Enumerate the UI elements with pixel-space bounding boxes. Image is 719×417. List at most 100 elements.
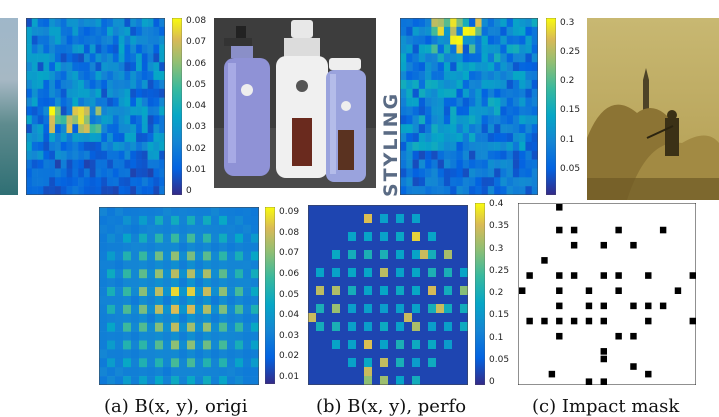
heatmap-cell — [130, 133, 137, 143]
heatmap-cell — [130, 88, 137, 98]
mask-cell — [600, 241, 607, 249]
heatmap-cell — [123, 251, 132, 261]
colorbar-tick-label: 0.3 — [489, 243, 504, 254]
heatmap-cell — [462, 97, 470, 107]
heatmap-cell — [118, 26, 125, 36]
heatmap-cell — [372, 268, 381, 278]
heatmap-cell — [147, 159, 154, 169]
heatmap-cell — [78, 115, 85, 125]
heatmap-cell — [54, 168, 62, 178]
heatmap-cell — [171, 242, 180, 252]
heatmap-cell — [141, 186, 148, 195]
heatmap-cell — [481, 150, 489, 160]
heatmap-cell — [380, 241, 389, 251]
heatmap-cell — [219, 358, 228, 368]
heatmap-cell — [66, 79, 73, 90]
colorbar-tick-label: 0.04 — [186, 101, 207, 111]
heatmap-cell — [72, 18, 79, 28]
heatmap-cell — [195, 349, 204, 359]
heatmap-cell — [519, 53, 526, 63]
heatmap-cell — [380, 367, 389, 377]
heatmap-cell — [308, 304, 317, 314]
heatmap-cell — [227, 251, 236, 261]
heatmap-cell — [251, 349, 259, 359]
heatmap-cell — [124, 124, 131, 134]
heatmap-cell — [72, 26, 79, 36]
heatmap-cell — [219, 313, 228, 323]
heatmap-cell — [163, 224, 172, 234]
heatmap-cell — [356, 277, 365, 287]
heatmap-cell — [147, 106, 154, 116]
heatmap-cell — [481, 88, 489, 98]
heatmap-cell — [243, 349, 252, 359]
heatmap-cell — [481, 186, 489, 195]
heatmap-cell — [340, 367, 349, 377]
heatmap-cell — [400, 115, 407, 125]
heatmap-cell — [406, 62, 413, 72]
heatmap-cell — [141, 62, 148, 72]
heatmap-cell — [340, 259, 349, 269]
mask-cell — [600, 272, 607, 279]
heatmap-cell — [340, 304, 349, 314]
heatmap-cell — [66, 35, 73, 45]
heatmap-cell — [49, 115, 56, 125]
heatmap-cell — [418, 150, 426, 160]
heatmap-cell — [95, 18, 102, 28]
heatmap-cell — [372, 376, 381, 385]
heatmap-cell — [124, 150, 131, 160]
heatmap-cell — [139, 215, 148, 226]
heatmap-cell — [195, 278, 204, 288]
heatmap-cell — [147, 269, 156, 279]
heatmap-cell — [531, 79, 538, 90]
heatmap-cell — [139, 278, 148, 288]
heatmap-cell — [130, 53, 137, 63]
heatmap-cell — [380, 295, 389, 305]
heatmap-cell — [72, 159, 79, 169]
heatmap-cell — [153, 106, 160, 116]
heatmap-cell — [60, 53, 67, 63]
heatmap-cell — [163, 215, 172, 226]
heatmap-cell — [163, 269, 172, 279]
heatmap-cell — [412, 205, 421, 215]
heatmap-cell — [420, 358, 429, 368]
heatmap-cell — [66, 124, 73, 134]
heatmap-cell — [475, 115, 482, 125]
heatmap-cell — [43, 53, 50, 63]
heatmap-cell — [443, 88, 451, 98]
heatmap-cell — [99, 349, 108, 359]
heatmap-cell — [400, 150, 407, 160]
heatmap-cell — [115, 340, 124, 350]
heatmap-cell — [83, 18, 91, 28]
heatmap-cell — [356, 268, 365, 278]
heatmap-cell — [469, 159, 476, 169]
heatmap-cell — [475, 35, 482, 45]
heatmap-cell — [396, 340, 405, 350]
heatmap-cell — [437, 79, 445, 90]
heatmap-cell — [187, 269, 196, 279]
hay-field-photo — [587, 18, 719, 200]
heatmap-cell — [469, 71, 476, 81]
heatmap-cell — [420, 214, 429, 224]
heatmap-cell — [469, 133, 476, 143]
heatmap-cell — [101, 177, 108, 187]
colorbar-bottom-middle — [475, 203, 485, 385]
heatmap-cell — [332, 295, 341, 305]
colorbar-tick-label: 0.03 — [186, 122, 207, 133]
heatmap-cell — [340, 214, 349, 224]
heatmap-cell — [243, 242, 252, 252]
heatmap-cell — [443, 106, 451, 116]
heatmap-cell — [460, 331, 468, 341]
heatmap-cell — [525, 177, 533, 187]
heatmap-cell — [131, 287, 140, 297]
colorbar-tick-label: 0.3 — [560, 17, 575, 28]
heatmap-cell — [364, 232, 373, 242]
heatmap-cell — [443, 150, 451, 160]
heatmap-cell — [123, 358, 132, 368]
heatmap-cell — [101, 106, 108, 116]
heatmap-cell — [462, 168, 470, 178]
colorbar-top-right — [546, 18, 556, 195]
heatmap-cell — [428, 322, 437, 332]
heatmap-cell — [428, 223, 437, 233]
heatmap-cell — [481, 115, 489, 125]
heatmap-cell — [219, 296, 228, 306]
